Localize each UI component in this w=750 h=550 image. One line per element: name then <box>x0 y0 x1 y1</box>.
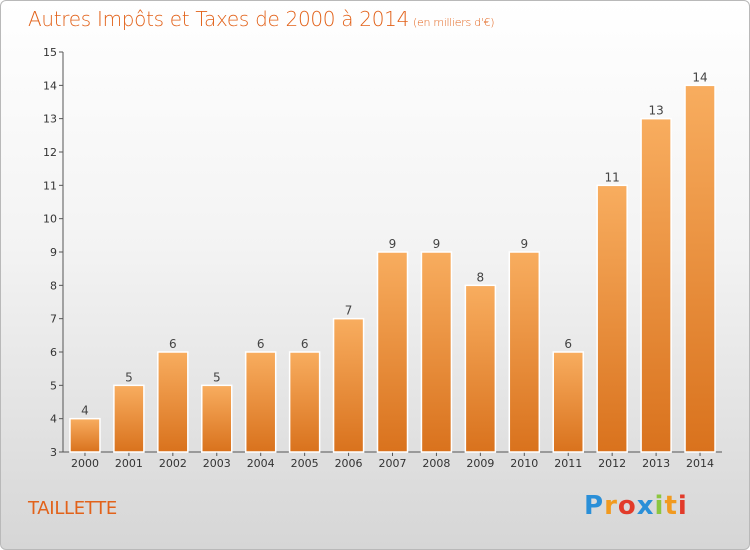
x-tick-label: 2002 <box>159 457 187 470</box>
x-tick-label: 2007 <box>379 457 407 470</box>
logo-letter: x <box>636 491 655 521</box>
x-tick-label: 2013 <box>642 457 670 470</box>
x-tick-label: 2000 <box>71 457 99 470</box>
bar <box>157 351 189 453</box>
y-tick-label: 7 <box>50 313 57 326</box>
x-tick-label: 2001 <box>115 457 143 470</box>
bar-value-label: 5 <box>213 370 221 384</box>
y-tick-label: 6 <box>50 346 57 359</box>
bar <box>640 117 672 453</box>
bar <box>201 384 233 453</box>
bar <box>376 251 409 453</box>
bar <box>332 317 365 453</box>
y-tick-label: 14 <box>43 79 57 92</box>
x-tick-label: 2003 <box>203 457 231 470</box>
y-tick-label: 12 <box>43 146 57 159</box>
y-tick-label: 15 <box>43 46 57 59</box>
bars <box>69 84 716 453</box>
bar <box>596 184 628 453</box>
bar <box>113 384 145 453</box>
x-tick-label: 2012 <box>598 457 626 470</box>
bar-value-label: 6 <box>257 337 265 351</box>
bar-value-label: 8 <box>477 270 485 284</box>
logo-letter: i <box>677 491 688 521</box>
y-tick-label: 9 <box>50 246 57 259</box>
bar-value-label: 13 <box>648 104 663 118</box>
bar <box>508 251 541 453</box>
x-tick-label: 2009 <box>466 457 494 470</box>
bar <box>288 351 321 453</box>
bar-value-label: 6 <box>564 337 572 351</box>
x-axis: 2000 2001 2002 2003 2004 2005 2006 2007 2008 2009… <box>63 451 722 470</box>
y-tick-label: 3 <box>50 446 57 459</box>
bar-value-label: 14 <box>692 70 707 84</box>
place-name: TAILLETTE <box>28 498 117 519</box>
unit-note: (en milliers d'€) <box>413 16 495 29</box>
bar <box>69 417 101 453</box>
x-tick-label: 2010 <box>510 457 538 470</box>
logo-letter: i <box>654 491 665 521</box>
y-tick-label: 13 <box>43 113 57 126</box>
bar-value-label: 5 <box>125 370 133 384</box>
chart-title: Autres Impôts et Taxes de 2000 à 2014 (en… <box>28 7 494 31</box>
bar-value-label: 6 <box>301 337 309 351</box>
bar <box>684 84 716 453</box>
logo-letter: o <box>617 491 637 521</box>
bar-value-label: 7 <box>345 304 353 318</box>
bar <box>244 351 277 453</box>
y-tick-label: 5 <box>50 379 57 392</box>
x-tick-label: 2011 <box>554 457 582 470</box>
y-tick-label: 8 <box>50 279 57 292</box>
bar-value-label: 4 <box>81 404 89 418</box>
bar <box>420 251 453 453</box>
proxiti-logo: Proxiti <box>584 491 688 521</box>
bar-value-label: 6 <box>169 337 177 351</box>
chart-title-text: Autres Impôts et Taxes de 2000 à 2014 <box>28 7 409 31</box>
y-axis: 3 4 5 6 7 8 9 10 11 12 13 14 15 <box>43 46 64 459</box>
logo-letter: t <box>664 491 678 521</box>
bar-value-label: 9 <box>389 237 397 251</box>
x-tick-label: 2014 <box>686 457 714 470</box>
bar-value-label: 9 <box>433 237 441 251</box>
logo-letter: r <box>604 491 618 521</box>
logo-letter: P <box>584 491 605 521</box>
bar-value-label: 9 <box>520 237 528 251</box>
y-tick-label: 11 <box>43 179 57 192</box>
bar-labels: 4 5 6 5 6 6 7 9 9 8 9 6 11 13 14 <box>81 70 708 417</box>
bar <box>464 284 497 453</box>
x-tick-label: 2005 <box>291 457 319 470</box>
bar-value-label: 11 <box>605 170 620 184</box>
bar <box>552 351 584 453</box>
x-tick-label: 2008 <box>422 457 450 470</box>
y-tick-label: 10 <box>43 213 57 226</box>
y-tick-label: 4 <box>50 413 57 426</box>
x-tick-label: 2006 <box>335 457 363 470</box>
x-tick-label: 2004 <box>247 457 275 470</box>
